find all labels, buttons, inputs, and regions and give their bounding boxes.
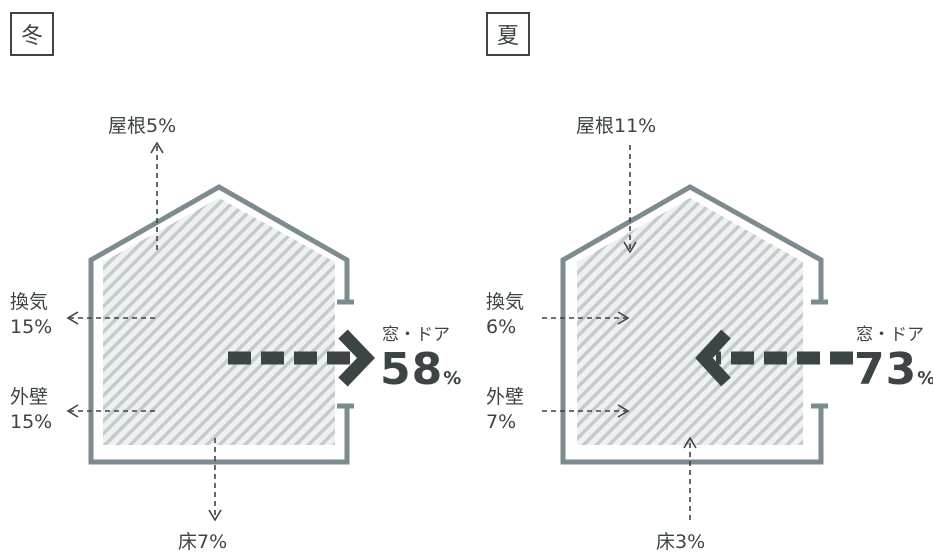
winter-roof-arrowhead xyxy=(150,141,164,154)
winter-vent-label: 換気 15% xyxy=(10,290,52,340)
summer-floor-arrowhead xyxy=(683,436,697,449)
winter-floor-arrowhead xyxy=(208,509,222,522)
winter-house-interior xyxy=(103,198,335,445)
winter-wall-name: 外壁 xyxy=(10,386,49,408)
summer-wall-label: 外壁 7% xyxy=(486,385,524,435)
summer-house-interior xyxy=(577,198,803,445)
winter-vent-value: 15% xyxy=(10,316,53,338)
summer-vent-value: 6% xyxy=(486,316,517,338)
winter-door-arrowhead xyxy=(338,329,376,387)
winter-door-unit: % xyxy=(443,368,462,389)
summer-roof-label: 屋根11% xyxy=(576,115,657,137)
winter-wall-label: 外壁 15% xyxy=(10,385,52,435)
summer-door-value: 73 xyxy=(854,344,918,395)
summer-door-arrowhead xyxy=(695,329,731,387)
winter-roof-label: 屋根5% xyxy=(108,115,177,137)
winter-wall-arrowhead xyxy=(66,404,79,418)
summer-door-figure: 73% xyxy=(854,348,933,392)
winter-vent-arrowhead xyxy=(66,311,79,325)
summer-door-unit: % xyxy=(917,368,933,389)
summer-wall-name: 外壁 xyxy=(486,386,525,408)
summer-door-label: 窓・ドア xyxy=(856,325,924,345)
summer-vent-label: 換気 6% xyxy=(486,290,524,340)
summer-season-badge: 夏 xyxy=(486,12,530,56)
summer-wall-arrowhead xyxy=(617,404,630,418)
winter-door-value: 58 xyxy=(380,344,444,395)
summer-floor-label: 床3% xyxy=(656,531,706,553)
summer-wall-value: 7% xyxy=(486,411,517,433)
winter-house-outline xyxy=(88,184,350,465)
summer-roof-arrowhead xyxy=(623,241,637,254)
summer-vent-name: 換気 xyxy=(486,291,525,313)
winter-door-label: 窓・ドア xyxy=(382,325,450,345)
winter-vent-name: 換気 xyxy=(10,291,49,313)
winter-wall-value: 15% xyxy=(10,411,53,433)
winter-door-figure: 58% xyxy=(380,348,461,392)
summer-panel: 夏 屋根11% 換気 6% 外壁 7% xyxy=(466,0,933,560)
winter-floor-label: 床7% xyxy=(178,531,228,553)
winter-house-diagram xyxy=(66,141,376,522)
winter-season-badge: 冬 xyxy=(10,12,54,56)
summer-house-outline xyxy=(560,184,824,465)
summer-house-diagram xyxy=(542,145,853,520)
winter-panel: 冬 屋根5% 換気 15% 外 xyxy=(0,0,466,560)
summer-vent-arrowhead xyxy=(617,311,630,325)
